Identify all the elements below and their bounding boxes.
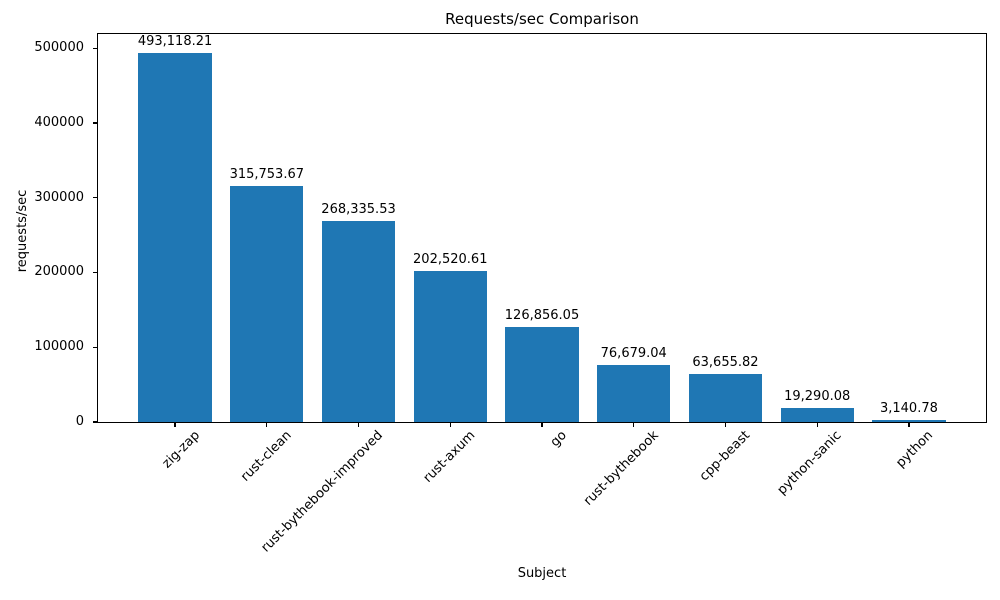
y-tick-label: 100000 [34,339,84,355]
x-axis-label: Subject [517,566,567,581]
bar-rust-bythebook-improved [321,221,396,422]
x-tick-mark [174,422,176,427]
x-tick-mark [541,422,543,427]
x-tick-mark [633,422,635,427]
bar-cpp-beast [688,374,763,422]
bar-python-sanic [780,407,854,422]
y-tick-mark [93,122,98,124]
x-tick-label: rust-axum [420,428,478,486]
y-tick-label: 200000 [34,264,84,280]
x-tick-mark [908,422,910,427]
bar-python [872,419,946,422]
bar-value-label: 268,335.53 [321,202,396,218]
x-tick-label: zig-zap [159,428,203,472]
x-tick-label: rust-clean [237,428,295,485]
bar-zig-zap [138,53,212,422]
bar-rust-axum [413,270,487,422]
y-tick-mark [93,197,98,199]
x-tick-label: rust-bythebook [580,428,662,509]
x-tick-mark [724,422,727,427]
bar-value-label: 63,655.82 [692,355,759,371]
bar-rust-bythebook [597,364,671,422]
bar-rust-clean [230,185,304,422]
y-tick-label: 300000 [34,189,84,205]
y-tick-label: 500000 [34,40,84,56]
bar-value-label: 19,290.08 [784,388,851,404]
bar-value-label: 3,140.78 [879,400,938,416]
x-tick-label: python-sanic [774,428,845,498]
bar-value-label: 315,753.67 [229,166,304,182]
y-tick-label: 400000 [34,114,84,130]
x-tick-label: go [547,428,570,451]
y-tick-label: 0 [75,414,84,429]
x-tick-mark [357,422,360,427]
bar-value-label: 202,520.61 [413,251,488,267]
y-tick-mark [93,421,98,423]
bar-value-label: 493,118.21 [137,34,213,50]
y-tick-mark [93,47,98,49]
chart-title: Requests/sec Comparison [445,10,639,28]
y-tick-mark [93,346,98,348]
bar-value-label: 76,679.04 [600,345,667,361]
x-tick-mark [816,422,818,427]
y-tick-mark [93,271,98,274]
x-tick-label: python [893,428,937,471]
bar-go [505,327,579,422]
x-tick-mark [449,422,451,427]
bar-value-label: 126,856.05 [504,308,580,324]
x-tick-mark [266,422,268,427]
x-tick-label: cpp-beast [696,428,754,485]
